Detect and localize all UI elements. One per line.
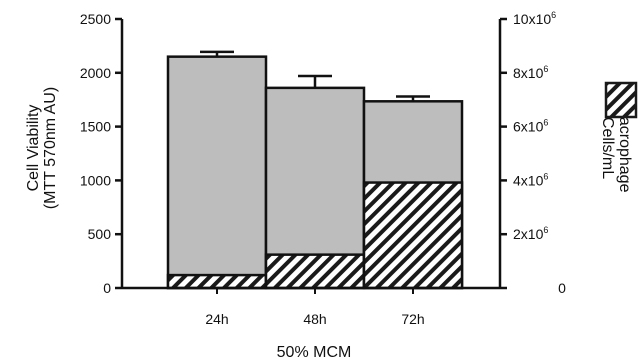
left-tick-label: 2000 <box>80 65 111 81</box>
left-tick-label: 0 <box>103 280 111 296</box>
right-tick-label: 8x106 <box>513 64 548 81</box>
y2-axis-title-line1: Macrophage <box>616 104 633 193</box>
macrophage-bar <box>166 273 268 290</box>
right-tick-label: 4x106 <box>513 171 548 188</box>
left-tick-label: 1000 <box>80 172 111 188</box>
right-tick-label: 0 <box>558 280 566 296</box>
cell-viability-bar <box>166 55 268 290</box>
left-tick-label: 2500 <box>80 11 111 27</box>
legend-hatch-swatch <box>604 81 638 119</box>
x-tick-label: 24h <box>205 311 228 327</box>
x-tick-label: 48h <box>303 311 326 327</box>
y-axis-title-line1: Cell Viability <box>25 105 42 192</box>
x-axis: 24h 48h 72h <box>122 286 500 327</box>
left-tick-label: 1500 <box>80 119 111 135</box>
x-tick-label: 72h <box>401 311 424 327</box>
right-tick-label: 6x106 <box>513 118 548 135</box>
left-y-axis: 0 500 1000 1500 2000 2500 <box>80 11 124 296</box>
right-tick-label: 2x106 <box>513 225 548 242</box>
macrophage-bar <box>362 181 464 290</box>
y-axis-title-line2: (MTT 570nm AU) <box>42 87 59 209</box>
x-axis-title: 50% MCM <box>277 344 352 361</box>
macrophage-bar <box>264 253 366 290</box>
bars <box>166 50 464 290</box>
y2-axis-title-line2: Cells/mL <box>599 117 616 179</box>
left-tick-label: 500 <box>88 226 112 242</box>
right-y-axis: 0 2x106 4x106 6x106 8x106 10x106 <box>498 10 566 296</box>
right-tick-label: 10x106 <box>513 10 556 27</box>
